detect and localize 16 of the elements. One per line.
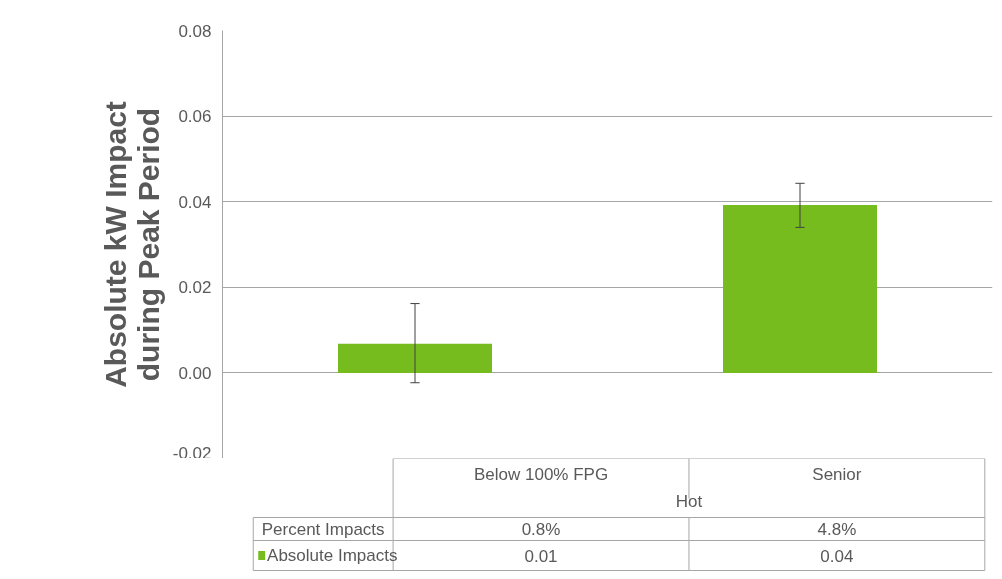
x-tick-label: Below 100% FPG [473,465,609,484]
y-tick-label: 0.00 [178,363,212,383]
y-tick-label: 0.06 [178,107,212,127]
text: 0.8% [521,519,561,539]
x-axis-title: Hot [675,492,703,511]
y-tick-label: 0.02 [178,278,212,298]
legend-label: Absolute Impacts [267,546,398,565]
text: 4.8% [817,519,857,539]
y-tick-label: -0.02 [172,443,212,463]
y-tick-label: 0.08 [178,21,212,41]
y-axis-title: Absolute kW Impact during Peak Period [98,101,165,388]
data-label: 0.01 [524,546,558,566]
x-tick-label: Senior [812,465,862,484]
text: Percent Impacts [261,519,385,539]
y-tick-label: 0.04 [178,192,212,212]
data-label: 0.04 [820,546,854,566]
